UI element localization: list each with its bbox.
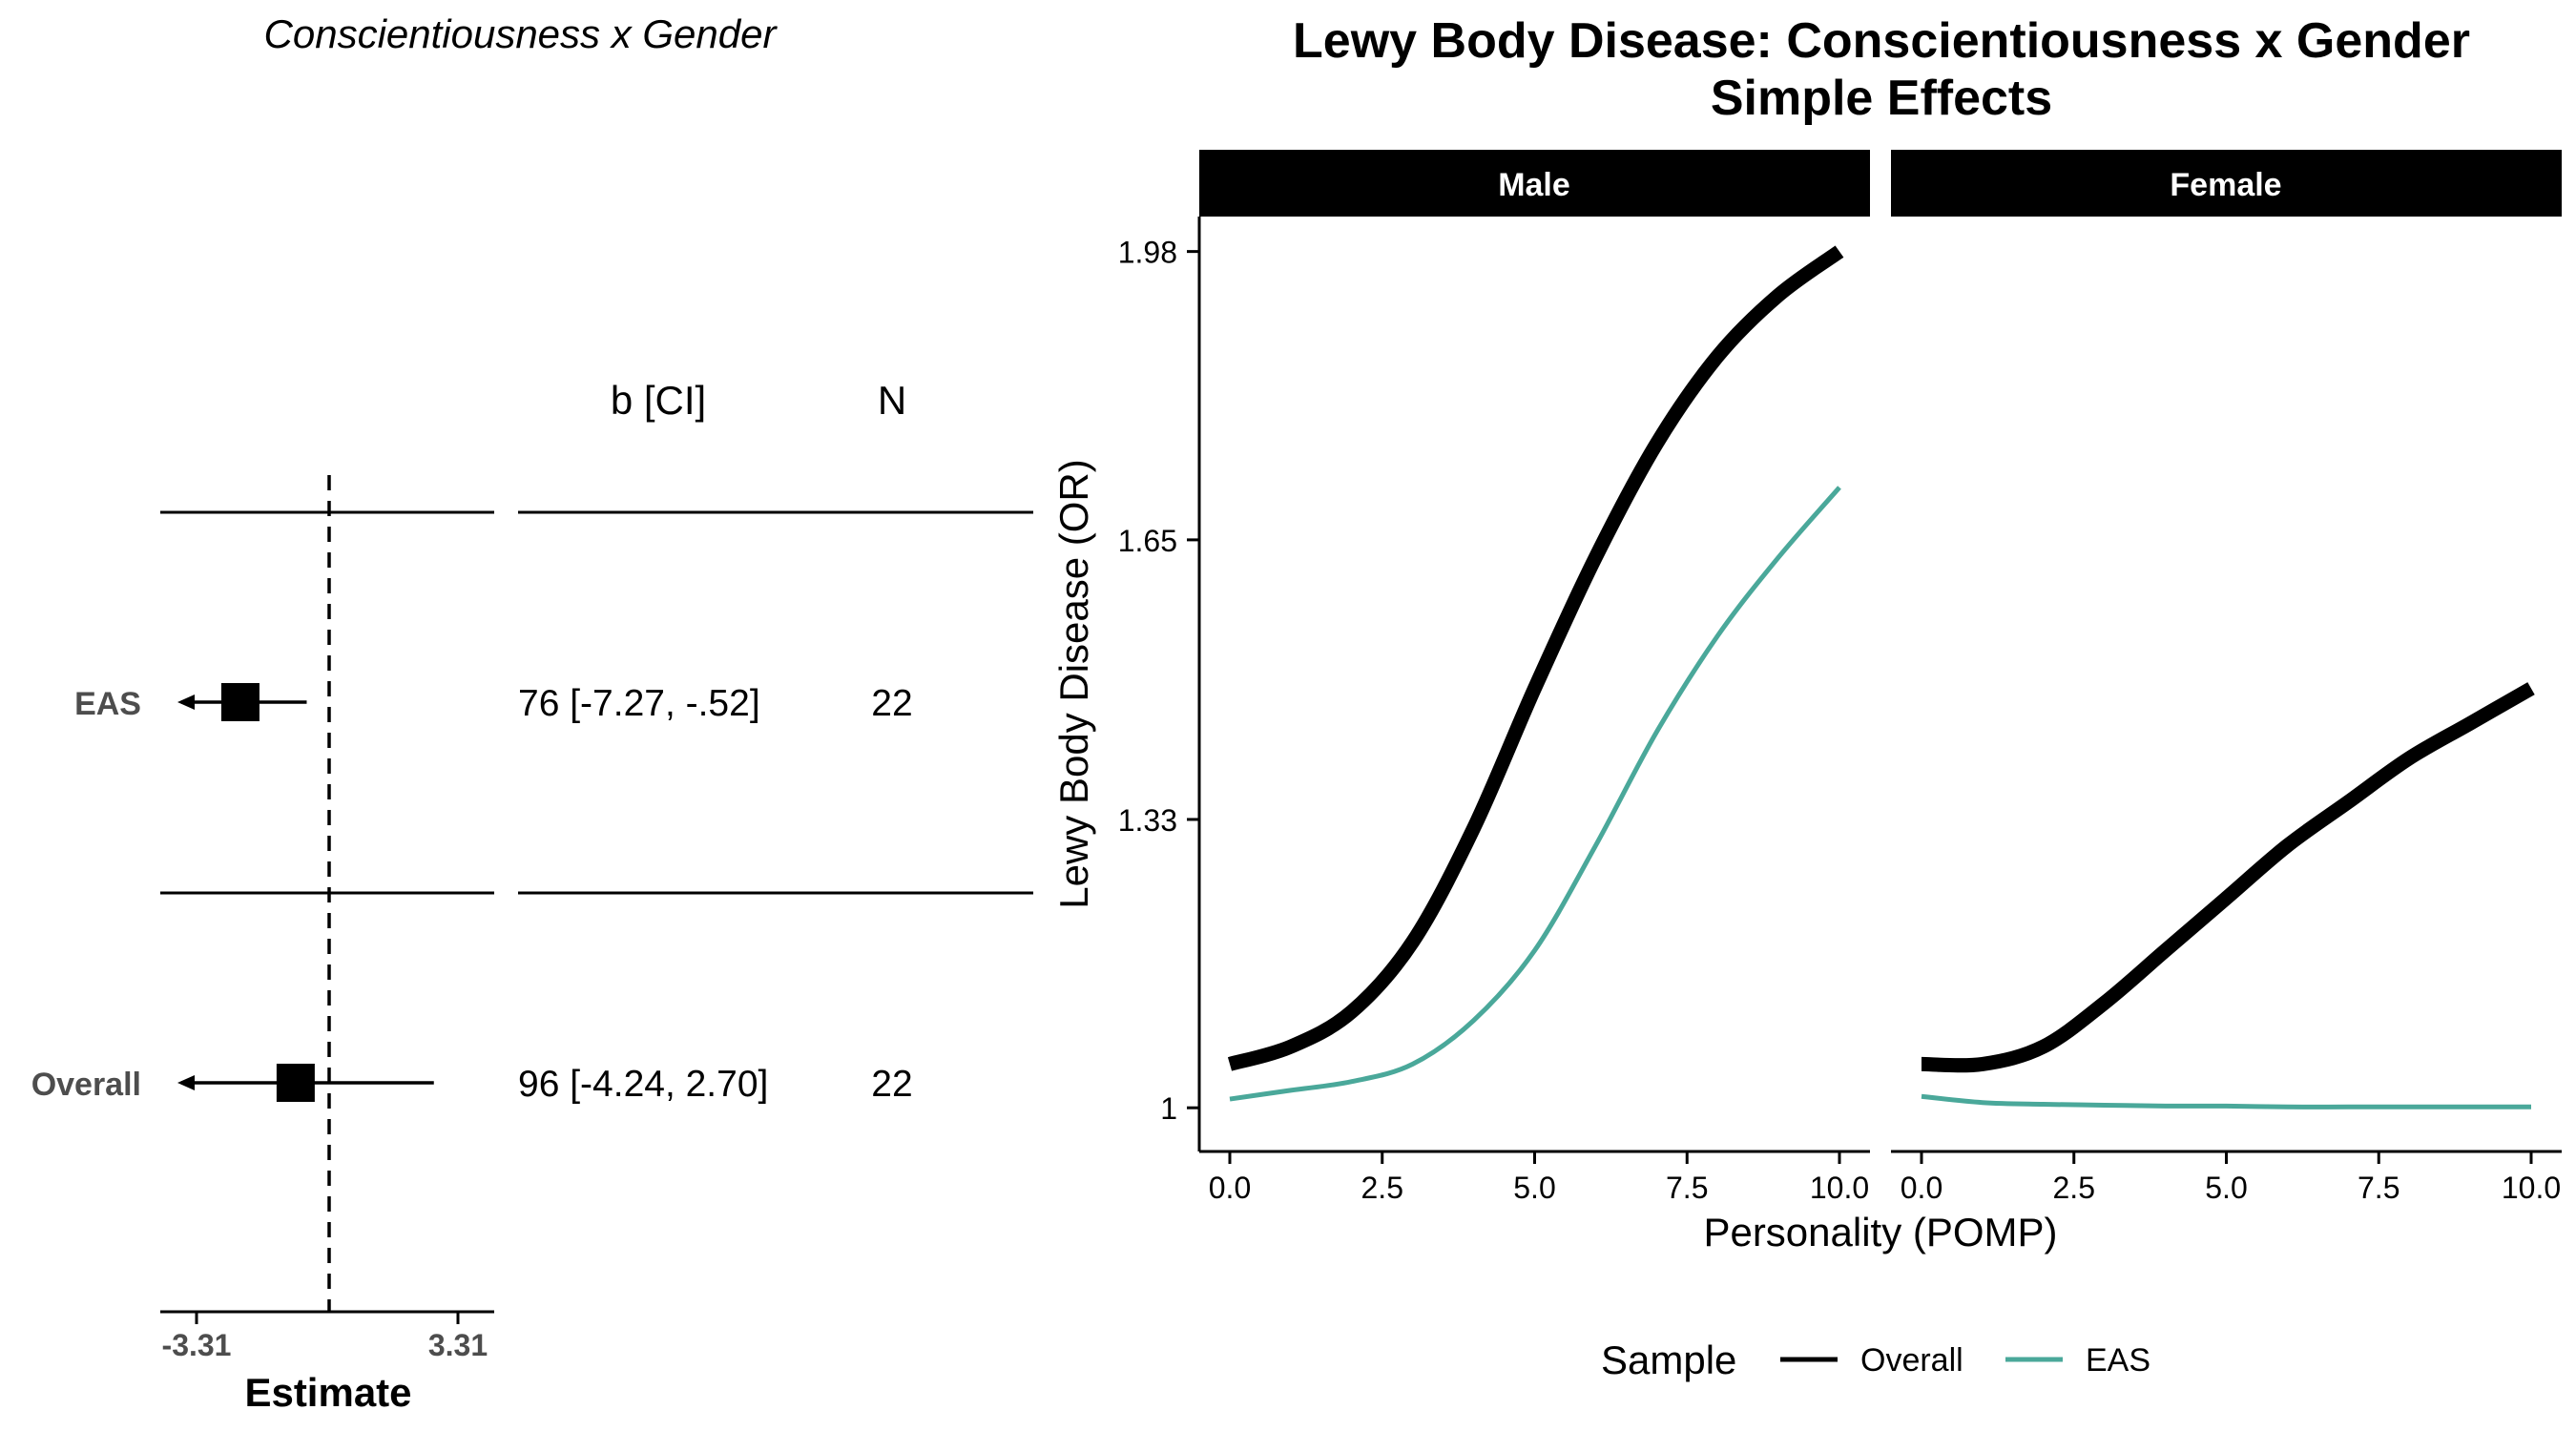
chart-subtitle: Simple Effects	[1711, 71, 2052, 126]
x-tick-label: 10.0	[1810, 1171, 1869, 1205]
x-tick-label: 2.5	[2053, 1171, 2095, 1205]
y-tick-label: 1	[1160, 1091, 1177, 1126]
series-layer	[1227, 245, 2535, 1110]
y-tick-label: 1.33	[1118, 803, 1177, 838]
forest-ci-arrow	[177, 1075, 195, 1090]
x-tick-label: 7.5	[1666, 1171, 1708, 1205]
legend: Sample Overall EAS	[1601, 1338, 2150, 1382]
line-chart: Lewy Body Disease: Conscientiousness x G…	[1051, 13, 2562, 1382]
legend-label-overall: Overall	[1860, 1342, 1963, 1379]
forest-row-eas: EAS 76 [-7.27, -.52] 22	[74, 683, 913, 724]
x-tick-label: 0.0	[1901, 1171, 1942, 1205]
legend-title: Sample	[1601, 1338, 1736, 1382]
facet-strip-male	[1199, 150, 1870, 217]
forest-row-label: Overall	[31, 1067, 141, 1103]
forest-row-overall: Overall 96 [-4.24, 2.70] 22	[31, 1064, 913, 1105]
facet-strip-female-label: Female	[2170, 167, 2281, 203]
forest-col-b-header: b [CI]	[611, 378, 706, 423]
series-line-overall-female	[1921, 682, 2535, 1073]
forest-plot: Conscientiousness x Gender b [CI] N EAS …	[31, 11, 1033, 1415]
forest-ci-arrow	[177, 695, 195, 710]
series-line-eas-male	[1229, 486, 1841, 1102]
chart-title: Lewy Body Disease: Conscientiousness x G…	[1293, 13, 2470, 69]
y-tick-label: 1.65	[1118, 524, 1177, 558]
x-tick-label: 5.0	[1513, 1171, 1555, 1205]
forest-n-text: 22	[871, 683, 912, 724]
x-tick-label: 7.5	[2358, 1171, 2399, 1205]
facet-strip-male-label: Male	[1498, 167, 1570, 203]
forest-ci-text: 96 [-4.24, 2.70]	[518, 1064, 768, 1105]
x-tick-label: 2.5	[1361, 1171, 1403, 1205]
forest-point-estimate	[276, 1064, 315, 1102]
forest-x-tick-label: 3.31	[428, 1328, 488, 1362]
forest-x-tick-label: -3.31	[162, 1328, 232, 1362]
x-tick-label: 0.0	[1209, 1171, 1251, 1205]
y-axis-label: Lewy Body Disease (OR)	[1051, 459, 1096, 909]
forest-row-label: EAS	[74, 686, 141, 722]
forest-title: Conscientiousness x Gender	[264, 11, 779, 56]
series-line-overall-male	[1227, 245, 1844, 1071]
x-axis-ticks: 0.0 2.5 5.0 7.5 10.0 0.0 2.5 5.0 7.5 10.0	[1209, 1151, 2561, 1205]
x-axis-label: Personality (POMP)	[1703, 1210, 2057, 1255]
forest-x-axis-label: Estimate	[244, 1370, 411, 1415]
facet-strip-female	[1891, 150, 2562, 217]
forest-col-n-header: N	[878, 378, 906, 423]
legend-label-eas: EAS	[2086, 1342, 2150, 1379]
series-line-eas-female	[1921, 1093, 2531, 1110]
forest-n-text: 22	[871, 1064, 912, 1105]
y-tick-label: 1.98	[1118, 236, 1177, 270]
forest-point-estimate	[220, 683, 260, 721]
forest-ci-text: 76 [-7.27, -.52]	[518, 683, 760, 724]
x-tick-label: 10.0	[2502, 1171, 2561, 1205]
y-axis-ticks: 1 1.33 1.65 1.98	[1118, 236, 1199, 1126]
x-tick-label: 5.0	[2205, 1171, 2247, 1205]
